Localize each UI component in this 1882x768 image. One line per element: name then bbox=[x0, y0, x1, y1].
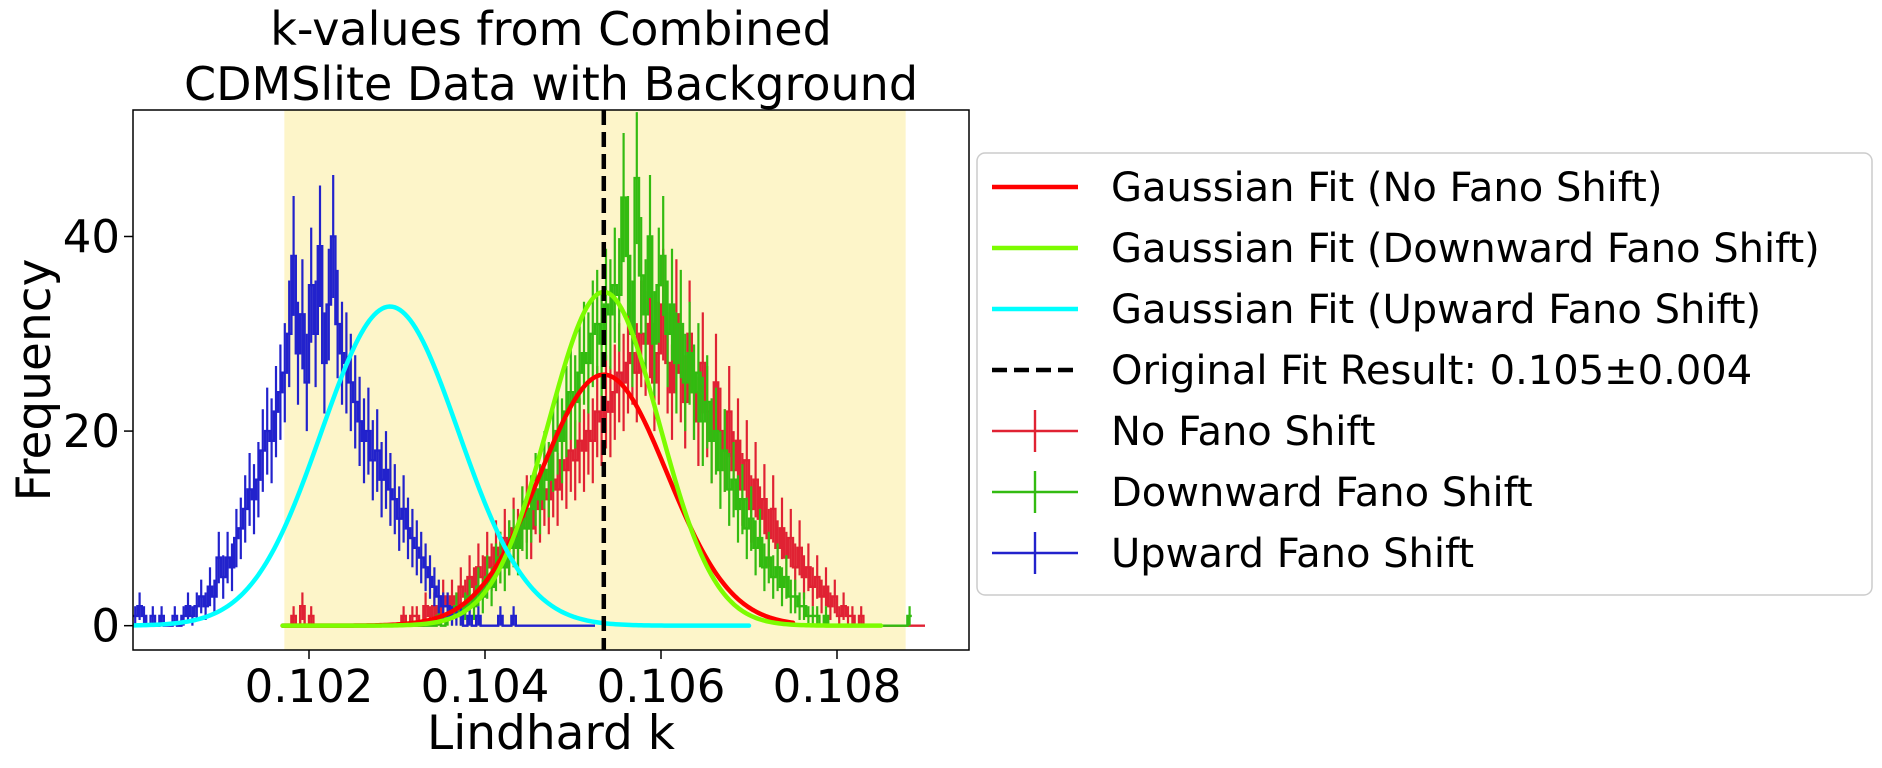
legend-item-5: Downward Fano Shift bbox=[992, 470, 1533, 516]
plot-frame bbox=[132, 109, 970, 651]
fit-layer bbox=[133, 289, 884, 628]
histogram-layer bbox=[133, 112, 925, 627]
gaussian-fit-1 bbox=[280, 289, 884, 628]
y-tick-label: 20 bbox=[63, 405, 120, 458]
legend-item-1: Gaussian Fit (Downward Fano Shift) bbox=[992, 226, 1820, 272]
legend-label: Gaussian Fit (No Fano Shift) bbox=[1111, 165, 1662, 211]
chart-title-line-2: CDMSlite Data with Background bbox=[184, 57, 918, 111]
legend-label: Upward Fano Shift bbox=[1111, 531, 1474, 577]
legend-items: Gaussian Fit (No Fano Shift) Gaussian Fit… bbox=[992, 165, 1820, 577]
x-axis-label: Lindhard k bbox=[427, 706, 676, 761]
x-tick-label: 0.102 bbox=[245, 660, 374, 713]
chart-title-line-1: k-values from Combined bbox=[270, 2, 832, 56]
x-tick-label: 0.106 bbox=[597, 660, 726, 713]
legend-item-6: Upward Fano Shift bbox=[992, 531, 1474, 577]
y-tick-label: 0 bbox=[91, 600, 120, 653]
x-axis-ticks: 0.102 0.104 0.106 0.108 bbox=[245, 650, 902, 713]
legend-label: Gaussian Fit (Downward Fano Shift) bbox=[1111, 226, 1820, 272]
x-tick-label: 0.108 bbox=[773, 660, 902, 713]
histogram-step-1 bbox=[282, 176, 912, 627]
legend-label: Original Fit Result: 0.105±0.004 bbox=[1111, 348, 1752, 394]
y-axis-ticks: 0 20 40 bbox=[63, 210, 133, 653]
legend: Gaussian Fit (No Fano Shift) Gaussian Fit… bbox=[976, 152, 1873, 596]
y-tick-label: 40 bbox=[63, 210, 120, 263]
x-tick-label: 0.104 bbox=[421, 660, 550, 713]
legend-label: Gaussian Fit (Upward Fano Shift) bbox=[1111, 287, 1761, 333]
legend-item-2: Gaussian Fit (Upward Fano Shift) bbox=[992, 287, 1761, 333]
legend-item-3: Original Fit Result: 0.105±0.004 bbox=[992, 348, 1752, 394]
legend-label: No Fano Shift bbox=[1111, 409, 1375, 455]
legend-box bbox=[976, 152, 1873, 596]
legend-item-4: No Fano Shift bbox=[992, 409, 1375, 455]
histogram-2 bbox=[133, 174, 595, 627]
legend-label: Downward Fano Shift bbox=[1111, 470, 1533, 516]
y-axis-label: Frequency bbox=[7, 259, 62, 502]
legend-item-0: Gaussian Fit (No Fano Shift) bbox=[992, 165, 1662, 211]
gaussian-fit-2 bbox=[133, 304, 752, 628]
plot-area bbox=[133, 110, 925, 650]
histogram-step-2 bbox=[133, 235, 595, 627]
